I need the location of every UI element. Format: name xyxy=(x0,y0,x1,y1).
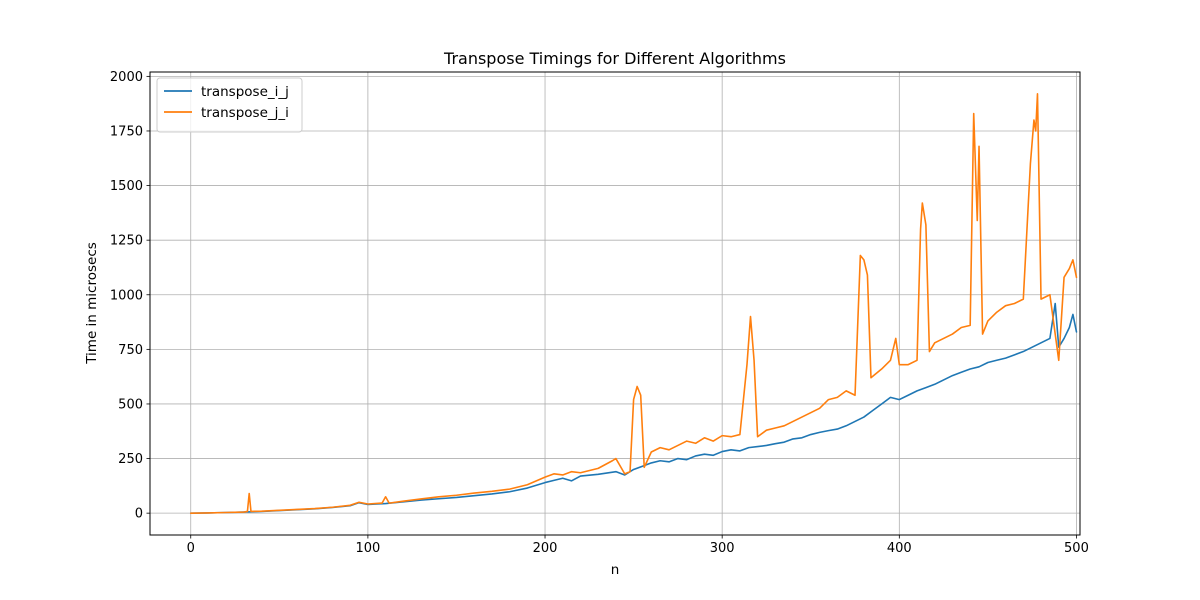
x-tick-label: 100 xyxy=(355,541,380,556)
y-tick-label: 1500 xyxy=(110,179,143,194)
y-axis-label: Time in microsecs xyxy=(84,242,100,365)
y-tick-label: 1000 xyxy=(110,288,143,303)
tick-layer: 0 100 200 300 400 500 0 250 500 750 1000 1250 1500 17… xyxy=(110,70,1089,556)
x-tick-label: 300 xyxy=(710,541,735,556)
legend-box xyxy=(156,77,303,133)
x-tick-label: 500 xyxy=(1064,541,1089,556)
x-tick-label: 400 xyxy=(887,541,912,556)
x-axis-label: n xyxy=(611,562,620,578)
y-tick-label: 1750 xyxy=(110,124,143,139)
legend-label: transpose_j_i xyxy=(201,105,289,121)
grid-layer xyxy=(150,72,1080,535)
x-tick-label: 200 xyxy=(533,541,558,556)
series-line-transpose-j-i xyxy=(189,93,1078,514)
series-layer xyxy=(189,93,1078,514)
x-tick-label: 0 xyxy=(187,541,195,556)
y-tick-label: 750 xyxy=(118,343,143,358)
chart-title: Transpose Timings for Different Algorith… xyxy=(443,49,786,68)
series-line-transpose-i-j xyxy=(189,302,1078,514)
y-tick-label: 1250 xyxy=(110,234,143,249)
y-tick-label: 0 xyxy=(135,507,143,522)
legend-label: transpose_i_j xyxy=(201,84,289,100)
legend: transpose_i_j transpose_j_i xyxy=(156,77,303,133)
y-tick-label: 2000 xyxy=(110,70,143,85)
plot-frame xyxy=(149,71,1081,536)
y-tick-label: 500 xyxy=(118,397,143,412)
y-tick-label: 250 xyxy=(118,452,143,467)
